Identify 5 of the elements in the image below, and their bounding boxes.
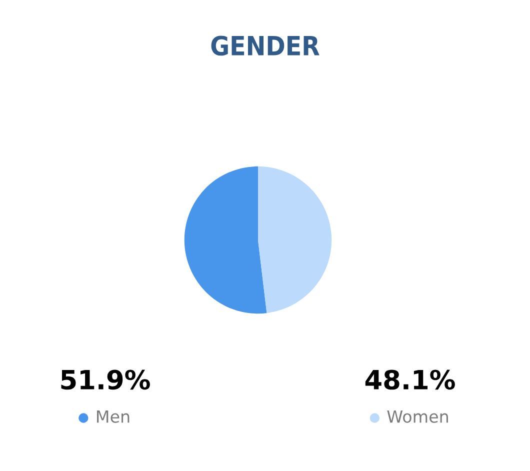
legend-label: Women [387, 410, 448, 423]
legend-label: Men [97, 410, 130, 423]
data-label: 51.9% [61, 370, 150, 390]
data-label: 48.1% [365, 370, 455, 390]
chart-title: GENDER [211, 36, 320, 56]
